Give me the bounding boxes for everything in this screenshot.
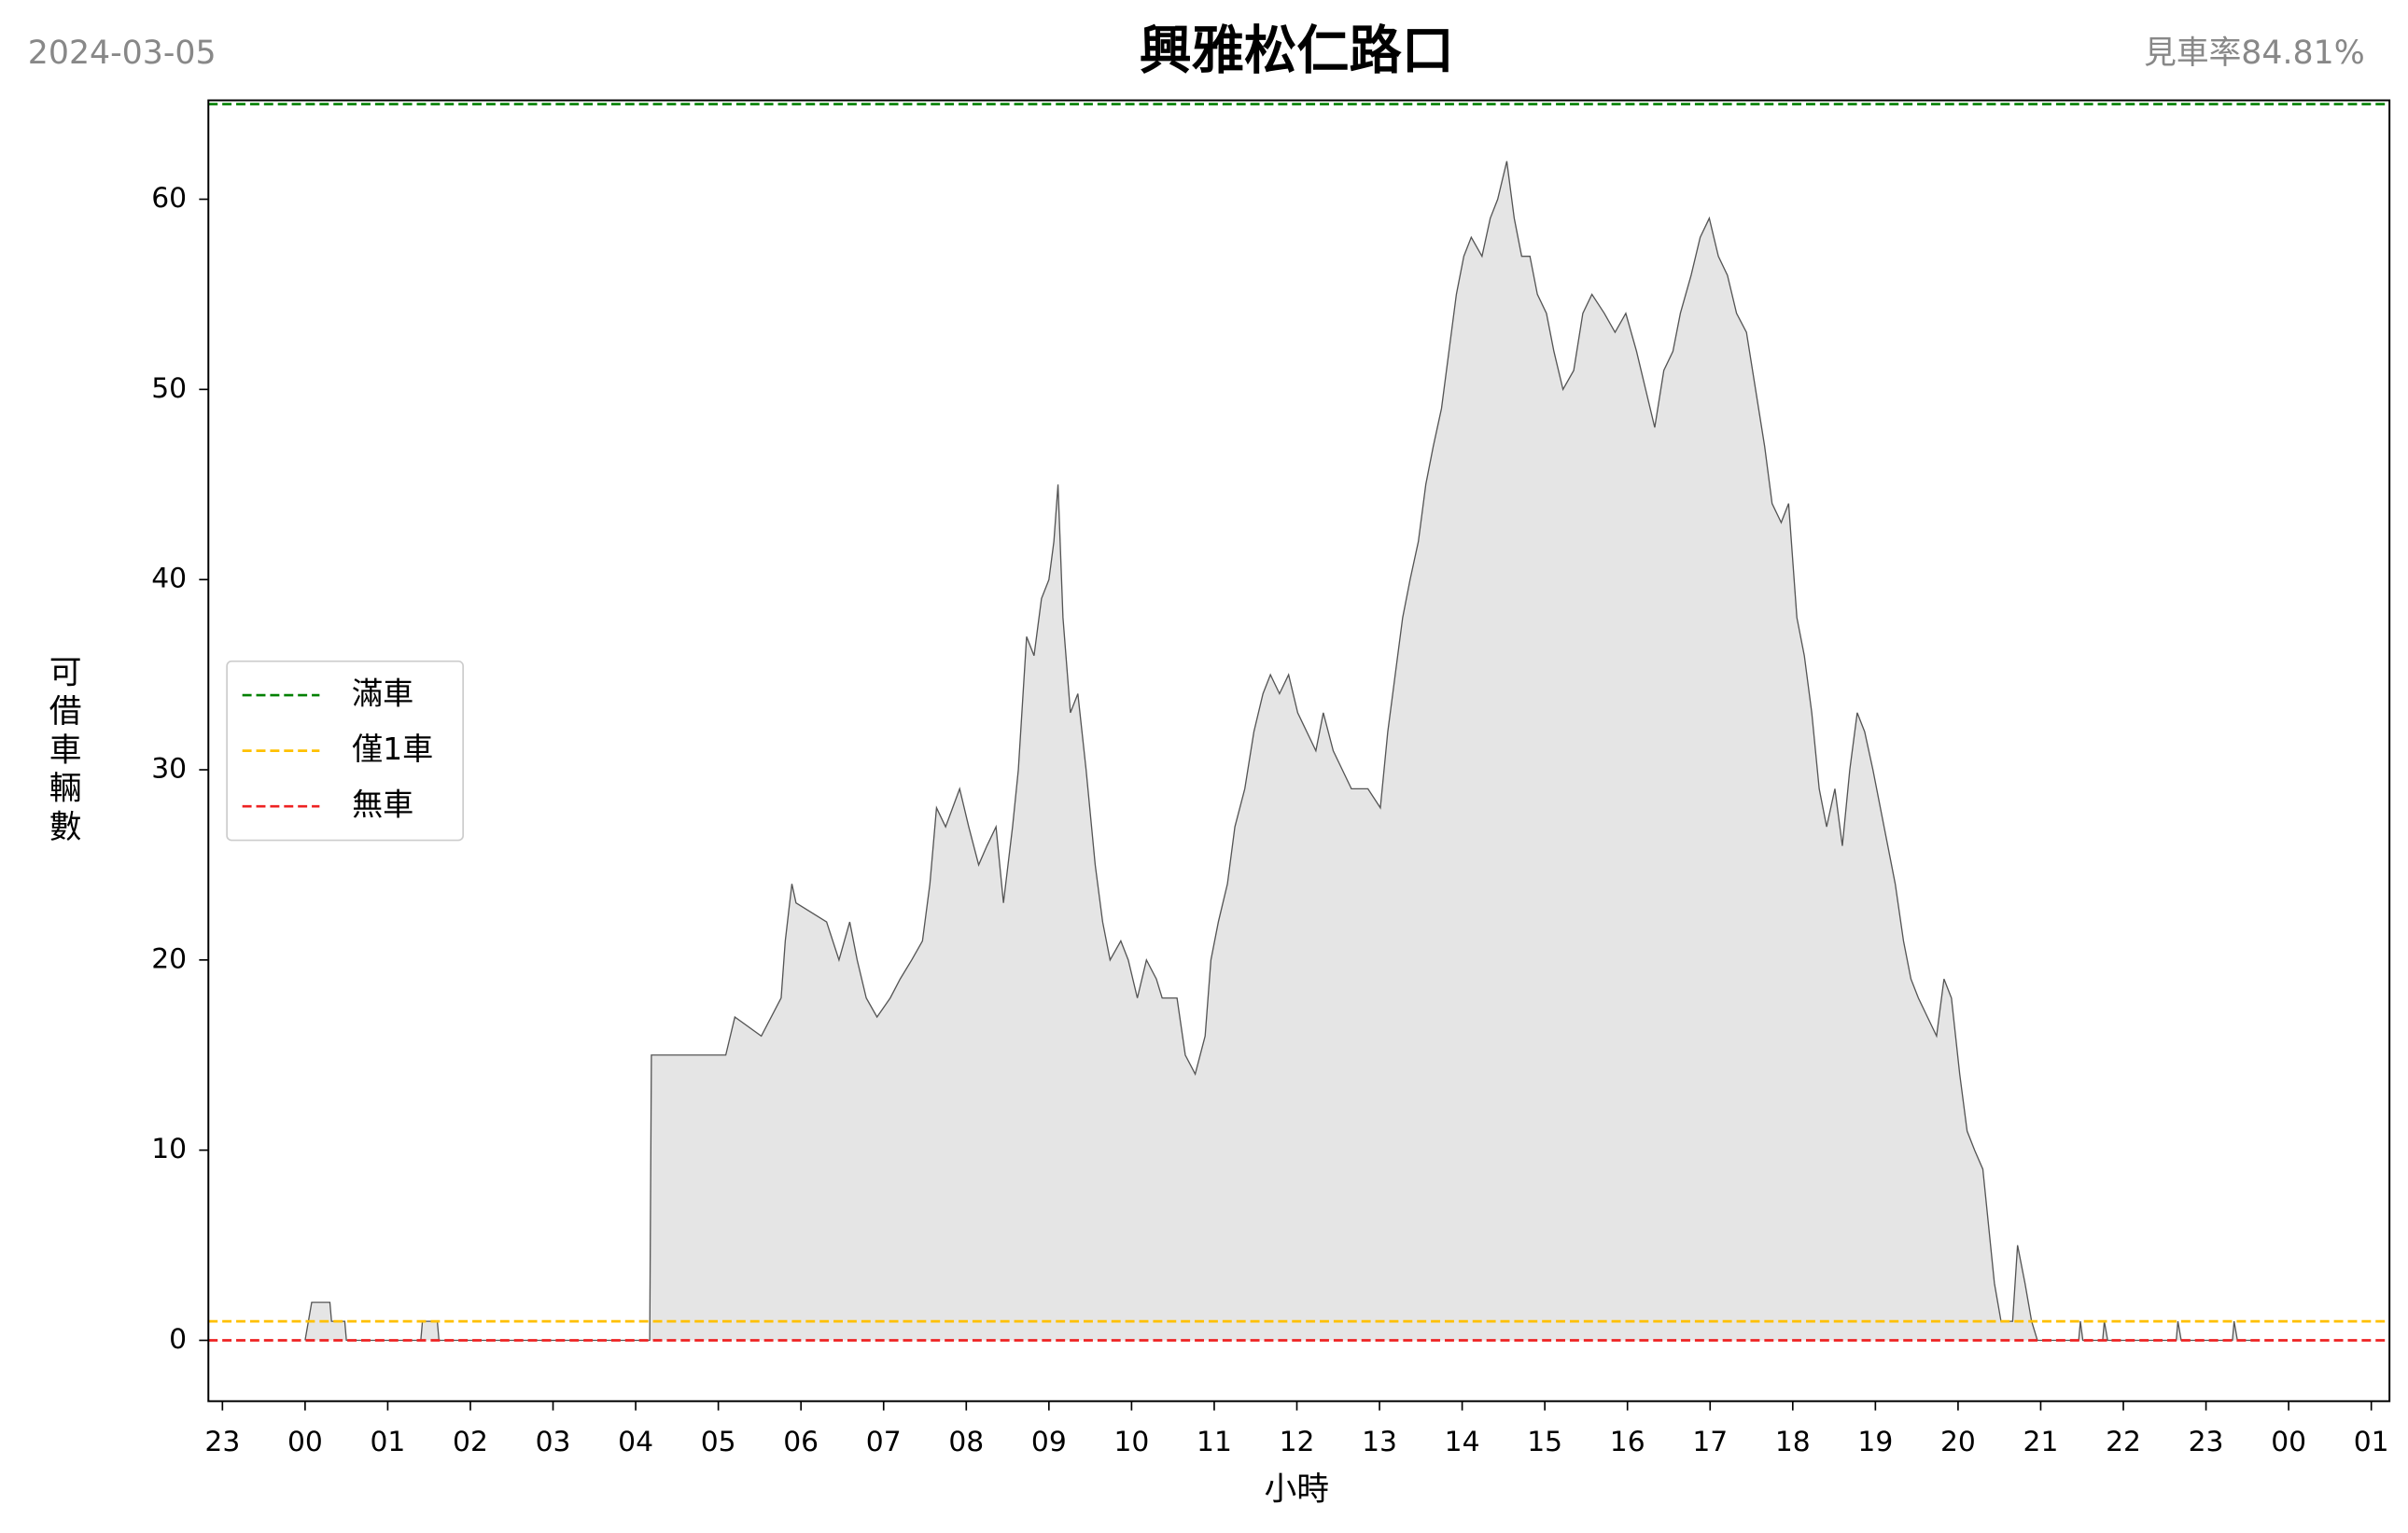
x-axis-label: 小時 [1265,1471,1329,1509]
x-tick-label: 07 [866,1426,902,1458]
area-fill [304,160,2258,1341]
legend-label: 滿車 [352,676,413,712]
y-tick-label: 0 [169,1323,187,1356]
x-tick-label: 10 [1113,1426,1149,1458]
x-tick-label: 20 [1940,1426,1976,1458]
y-tick-label: 60 [151,182,187,215]
x-tick-label: 05 [701,1426,736,1458]
x-tick-label: 23 [204,1426,240,1458]
x-tick-label: 03 [536,1426,571,1458]
x-tick-label: 09 [1031,1426,1067,1458]
x-tick-label: 04 [618,1426,653,1458]
x-tick-label: 16 [1610,1426,1645,1458]
x-tick-label: 00 [2271,1426,2306,1458]
x-tick-label: 22 [2106,1426,2141,1458]
x-tick-label: 08 [948,1426,984,1458]
x-tick-label: 13 [1362,1426,1397,1458]
x-tick-label: 00 [287,1426,323,1458]
y-tick-label: 10 [151,1133,187,1165]
x-tick-label: 18 [1775,1426,1811,1458]
y-tick-label: 40 [151,563,187,595]
y-tick-label: 30 [151,753,187,786]
x-tick-label: 01 [370,1426,405,1458]
y-tick-label: 20 [151,942,187,975]
legend-label: 僅1車 [352,731,433,767]
x-tick-label: 15 [1527,1426,1562,1458]
x-tick-label: 02 [453,1426,488,1458]
legend-label: 無車 [352,787,413,823]
date-label: 2024-03-05 [28,35,217,72]
area-line [304,160,2258,1342]
plot-frame [207,99,2391,1402]
x-tick-label: 11 [1197,1426,1232,1458]
y-axis-label: 可借車輛數 [44,655,81,848]
chart-title: 興雅松仁路口 [1140,21,1454,82]
x-tick-label: 14 [1445,1426,1480,1458]
x-tick-label: 12 [1280,1426,1315,1458]
rate-label: 見車率84.81% [2144,35,2365,72]
x-tick-label: 17 [1692,1426,1728,1458]
x-tick-label: 23 [2189,1426,2224,1458]
legend-box [226,660,464,842]
x-tick-label: 06 [783,1426,819,1458]
x-tick-label: 01 [2354,1426,2389,1458]
y-tick-label: 50 [151,372,187,405]
x-tick-label: 19 [1857,1426,1893,1458]
x-tick-label: 21 [2023,1426,2059,1458]
